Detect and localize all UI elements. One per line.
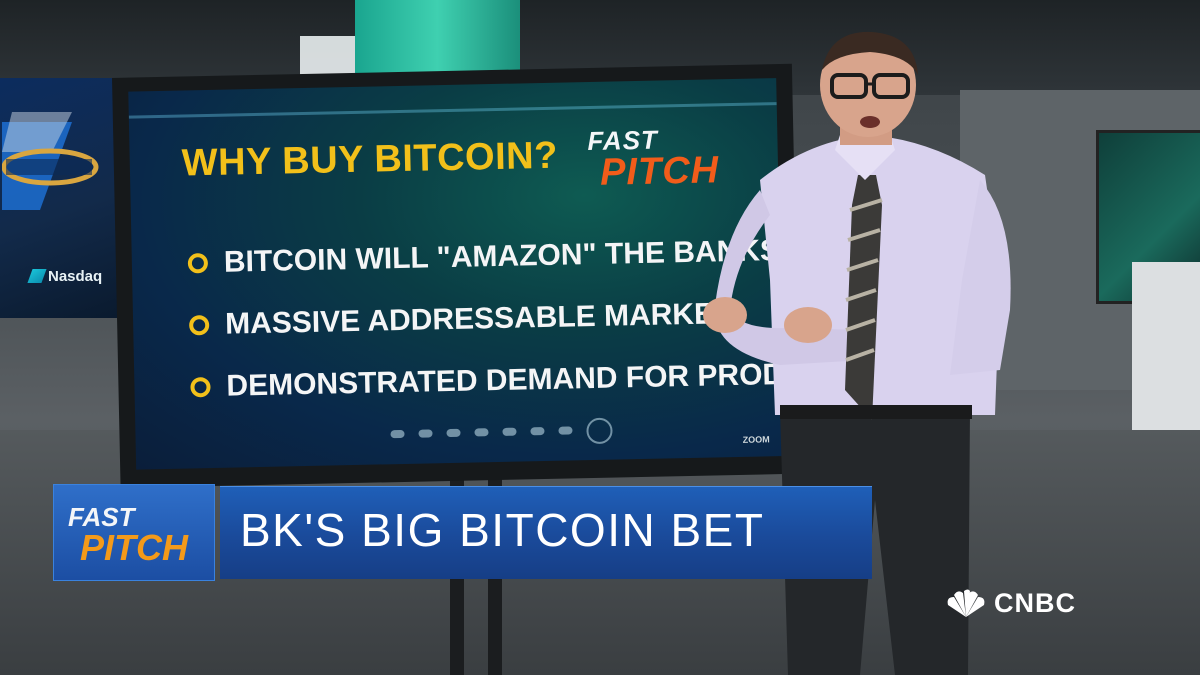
bullet-dot-icon xyxy=(190,377,211,398)
bullet-item: MASSIVE ADDRESSABLE MARKET xyxy=(188,297,733,342)
menu-ring-icon[interactable] xyxy=(586,417,613,445)
cnbc-logo: CNBC xyxy=(944,588,1076,619)
board-display: WHY BUY BITCOIN? FAST PITCH BITCOIN WILL… xyxy=(128,78,785,470)
fast-pitch-badge xyxy=(53,484,215,581)
board-toolbar xyxy=(390,417,613,449)
badge-fast-text: FAST xyxy=(68,502,135,532)
pen-tool-icon[interactable] xyxy=(390,429,405,439)
peacock-icon xyxy=(947,589,985,617)
bullet-text: BITCOIN WILL "AMAZON" THE BANKS xyxy=(223,234,781,279)
bullet-item: BITCOIN WILL "AMAZON" THE BANKS xyxy=(187,234,781,280)
nasdaq-icon xyxy=(27,269,47,283)
lower-third-bar xyxy=(220,486,872,579)
undo-tool-icon[interactable] xyxy=(446,428,461,438)
redo-tool-icon[interactable] xyxy=(502,427,517,436)
background-stand xyxy=(1132,262,1200,432)
nasdaq-label: Nasdaq xyxy=(48,268,103,285)
eraser-tool-icon[interactable] xyxy=(530,427,545,436)
board-title: WHY BUY BITCOIN? xyxy=(181,134,559,185)
headline: BK'S BIG BITCOIN BET xyxy=(240,504,765,556)
bullet-item: DEMONSTRATED DEMAND FOR PRODUCT xyxy=(190,357,784,405)
nasdaq-logo: Nasdaq xyxy=(27,268,103,285)
spot-tool-icon[interactable] xyxy=(558,426,573,435)
cloud-tool-icon[interactable] xyxy=(474,428,489,437)
show-logo-icon xyxy=(2,112,99,210)
light-streak xyxy=(128,102,777,119)
bullet-dot-icon xyxy=(188,315,210,336)
badge-pitch-text: PITCH xyxy=(80,527,188,568)
bullet-dot-icon xyxy=(187,253,209,274)
presenter xyxy=(703,31,1011,675)
cnbc-text: CNBC xyxy=(994,588,1076,618)
touchscreen-board: WHY BUY BITCOIN? FAST PITCH BITCOIN WILL… xyxy=(112,63,801,488)
marker-tool-icon[interactable] xyxy=(418,429,433,438)
bullet-text: MASSIVE ADDRESSABLE MARKET xyxy=(224,297,733,341)
